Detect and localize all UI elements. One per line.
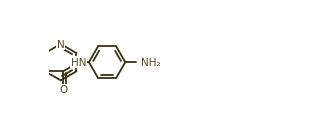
Text: NH₂: NH₂: [141, 58, 160, 68]
Text: O: O: [59, 85, 67, 95]
Text: HN: HN: [71, 58, 87, 68]
Text: N: N: [57, 40, 65, 50]
